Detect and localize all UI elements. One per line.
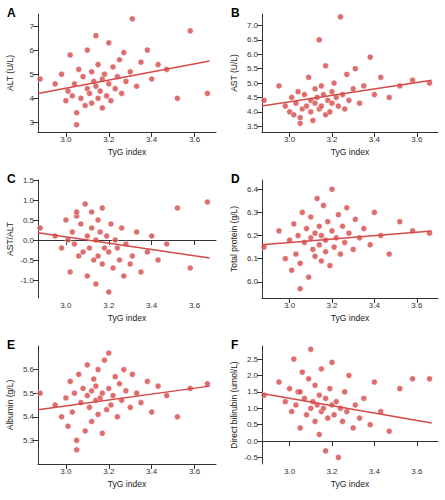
svg-text:3.6: 3.6: [411, 467, 423, 476]
svg-text:6.0: 6.0: [247, 277, 259, 286]
svg-text:7: 7: [30, 22, 35, 31]
svg-text:6.3: 6.3: [247, 208, 259, 217]
svg-text:Albumin (g/L): Albumin (g/L): [5, 380, 15, 431]
svg-text:3.6: 3.6: [189, 301, 201, 310]
svg-text:3.6: 3.6: [411, 135, 423, 144]
svg-text:AST/ALT: AST/ALT: [5, 222, 15, 256]
svg-text:TyG index: TyG index: [108, 479, 147, 489]
svg-text:3.2: 3.2: [103, 135, 115, 144]
svg-text:3.4: 3.4: [369, 135, 381, 144]
svg-text:E: E: [7, 338, 15, 352]
svg-text:5.3: 5.3: [23, 436, 35, 445]
svg-text:0.5: 0.5: [23, 216, 35, 225]
svg-text:3.5: 3.5: [247, 122, 259, 131]
svg-text:AST (U/L): AST (U/L): [229, 54, 239, 92]
svg-text:3.0: 3.0: [284, 135, 296, 144]
svg-text:5.5: 5.5: [247, 64, 259, 73]
svg-text:ALT (U/L): ALT (U/L): [5, 55, 15, 91]
svg-text:F: F: [231, 338, 238, 352]
svg-text:5: 5: [30, 70, 35, 79]
svg-text:1.5: 1.5: [23, 176, 35, 185]
svg-text:Total protein (g/L): Total protein (g/L): [229, 206, 239, 272]
svg-text:3.4: 3.4: [369, 467, 381, 476]
svg-text:0.0: 0.0: [247, 437, 259, 446]
svg-text:-0.5: -0.5: [244, 453, 258, 462]
svg-text:3.0: 3.0: [60, 467, 72, 476]
svg-text:6.1: 6.1: [247, 254, 259, 263]
svg-text:TyG index: TyG index: [331, 313, 370, 323]
svg-text:A: A: [7, 6, 16, 20]
svg-text:Direct bilirubin (umol/L): Direct bilirubin (umol/L): [229, 361, 239, 449]
svg-text:-1.0: -1.0: [20, 276, 34, 285]
svg-text:6.5: 6.5: [247, 35, 259, 44]
svg-text:C: C: [7, 172, 16, 186]
svg-text:7.0: 7.0: [247, 21, 259, 30]
svg-text:6: 6: [30, 46, 35, 55]
svg-text:3.2: 3.2: [326, 301, 338, 310]
svg-text:0.5: 0.5: [247, 420, 259, 429]
svg-text:TyG index: TyG index: [331, 147, 370, 157]
svg-text:3.4: 3.4: [146, 301, 158, 310]
svg-text:3.6: 3.6: [411, 301, 423, 310]
svg-text:5.6: 5.6: [23, 365, 35, 374]
svg-text:3.2: 3.2: [103, 467, 115, 476]
svg-text:3.2: 3.2: [326, 467, 338, 476]
svg-text:1.0: 1.0: [247, 404, 259, 413]
svg-text:2.0: 2.0: [247, 371, 259, 380]
svg-text:3.4: 3.4: [146, 135, 158, 144]
svg-text:1.0: 1.0: [23, 196, 35, 205]
svg-text:3.4: 3.4: [146, 467, 158, 476]
svg-text:D: D: [231, 172, 240, 186]
svg-text:4.5: 4.5: [247, 93, 259, 102]
svg-text:5.0: 5.0: [247, 79, 259, 88]
svg-text:3.6: 3.6: [189, 135, 201, 144]
svg-text:3.0: 3.0: [60, 135, 72, 144]
svg-text:3.2: 3.2: [103, 301, 115, 310]
svg-text:6.2: 6.2: [247, 231, 259, 240]
svg-text:3.4: 3.4: [369, 301, 381, 310]
svg-text:3: 3: [30, 118, 35, 127]
svg-text:6.4: 6.4: [247, 185, 259, 194]
svg-text:TyG index: TyG index: [108, 313, 147, 323]
svg-text:4: 4: [30, 94, 35, 103]
svg-text:3.6: 3.6: [189, 467, 201, 476]
svg-text:3.0: 3.0: [284, 467, 296, 476]
svg-text:3.0: 3.0: [60, 301, 72, 310]
svg-text:-0.5: -0.5: [20, 256, 34, 265]
svg-text:3.2: 3.2: [326, 135, 338, 144]
svg-text:3.0: 3.0: [284, 301, 296, 310]
svg-text:TyG index: TyG index: [108, 147, 147, 157]
svg-text:1.5: 1.5: [247, 387, 259, 396]
svg-text:5.4: 5.4: [23, 412, 35, 421]
svg-text:0.0: 0.0: [23, 236, 35, 245]
svg-text:4.0: 4.0: [247, 107, 259, 116]
svg-text:2.5: 2.5: [247, 355, 259, 364]
svg-text:TyG index: TyG index: [331, 479, 370, 489]
svg-text:B: B: [231, 6, 240, 20]
svg-text:6.0: 6.0: [247, 50, 259, 59]
svg-text:5.5: 5.5: [23, 389, 35, 398]
